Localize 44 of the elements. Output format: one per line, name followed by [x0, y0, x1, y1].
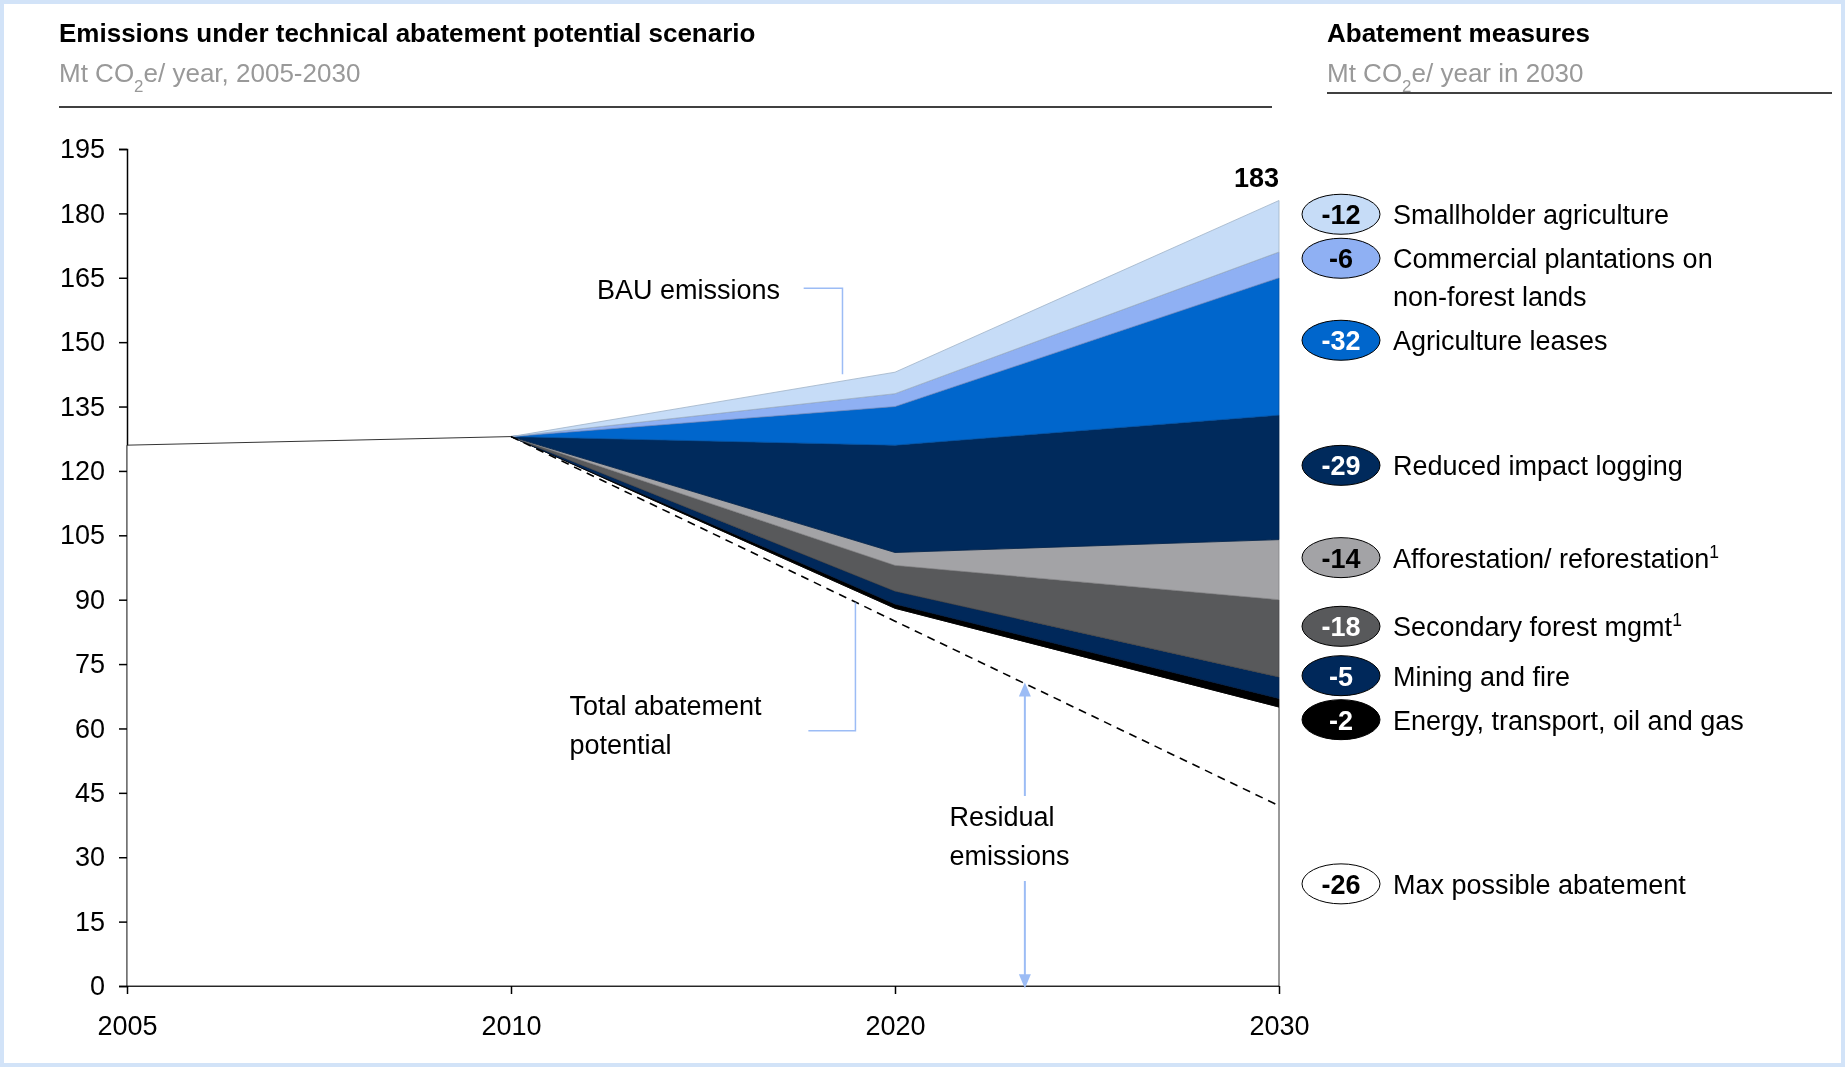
- legend-title: Abatement measures: [1327, 18, 1590, 48]
- y-tick-label: 30: [74, 842, 105, 873]
- text: -14: [1321, 543, 1361, 574]
- legend-label: Max possible abatement: [1393, 869, 1687, 900]
- y-tick-label: 150: [59, 327, 105, 358]
- chart-title: Emissions under technical abatement potential scenario: [59, 18, 756, 48]
- legend-label: Secondary forest mgmt$^{1}$: [1393, 610, 1682, 643]
- y-tick-label: 120: [59, 456, 105, 487]
- y-tick-label: 60: [74, 713, 105, 744]
- y-tick-label: 75: [74, 649, 105, 680]
- annotation: Residual emissions: [949, 802, 1070, 871]
- y-tick-label: 165: [59, 262, 105, 293]
- x-tick-label: 2010: [481, 1010, 542, 1041]
- text: -26: [1321, 869, 1361, 900]
- legend-label: Afforestation/ reforestation$^{1}$: [1393, 541, 1719, 574]
- y-tick-label: 135: [59, 391, 105, 422]
- legend-label: Energy, transport, oil and gas: [1393, 705, 1744, 736]
- legend-label: Mining and fire: [1393, 661, 1571, 692]
- legend-label: Agriculture leases: [1393, 326, 1608, 357]
- annotation: Total abatement potential: [569, 691, 763, 761]
- x-tick-label: 2020: [865, 1010, 926, 1041]
- legend-label: Smallholder agriculture: [1393, 200, 1670, 231]
- text: -6: [1328, 244, 1354, 275]
- legend-label: Commercial plantations on non-forest lands: [1393, 244, 1713, 313]
- y-tick-label: 105: [59, 520, 105, 551]
- text: -12: [1321, 200, 1361, 231]
- x-tick-label: 2005: [97, 1010, 158, 1041]
- y-tick-label: 195: [59, 134, 105, 165]
- y-tick-label: 45: [74, 777, 105, 808]
- chart-subtitle: Mt CO$_{2}$e/ year, 2005-2030: [59, 58, 361, 96]
- y-tick-label: 90: [74, 584, 105, 615]
- y-tick-label: 180: [59, 198, 105, 229]
- annotation: 183: [1233, 162, 1279, 193]
- y-tick-label: 15: [74, 906, 105, 937]
- text: Mt CO$_{2}$e/ year in 2030: [1327, 58, 1584, 96]
- y-tick-label: 0: [89, 971, 105, 1002]
- text: -2: [1328, 705, 1354, 736]
- text: -29: [1321, 451, 1361, 482]
- legend-label: Reduced impact logging: [1393, 451, 1683, 482]
- text: -18: [1321, 612, 1361, 643]
- annotation: BAU emissions: [597, 274, 781, 305]
- x-tick-label: 2030: [1249, 1010, 1310, 1041]
- text: -5: [1328, 661, 1354, 692]
- text: -32: [1321, 326, 1361, 357]
